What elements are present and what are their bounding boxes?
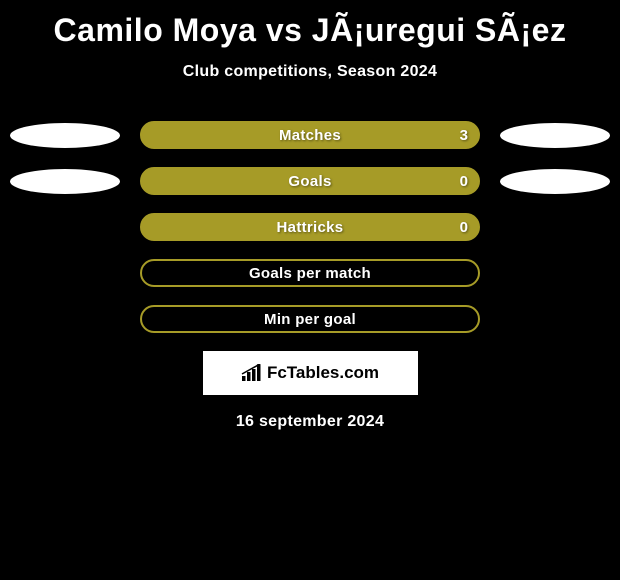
chart-icon <box>241 364 263 382</box>
stat-label: Goals <box>288 173 331 190</box>
logo-text: FcTables.com <box>267 363 379 383</box>
left-blob <box>10 123 120 148</box>
stat-label: Hattricks <box>277 219 344 236</box>
stat-bar: Hattricks 0 <box>140 213 480 241</box>
stat-bar: Min per goal <box>140 305 480 333</box>
logo-box: FcTables.com <box>203 351 418 395</box>
stat-bar: Goals 0 <box>140 167 480 195</box>
stat-row: Matches 3 <box>0 121 620 149</box>
stat-row: Hattricks 0 <box>0 213 620 241</box>
right-blob <box>500 123 610 148</box>
stat-row: Min per goal <box>0 305 620 333</box>
stat-rows: Matches 3 Goals 0 Hattricks 0 Goals per match M… <box>0 121 620 333</box>
subtitle: Club competitions, Season 2024 <box>0 63 620 81</box>
stat-label: Goals per match <box>249 265 371 282</box>
date-label: 16 september 2024 <box>0 413 620 431</box>
right-blob <box>500 169 610 194</box>
page-title: Camilo Moya vs JÃ¡uregui SÃ¡ez <box>0 0 620 49</box>
stat-label: Matches <box>279 127 341 144</box>
stat-value: 0 <box>460 219 468 236</box>
stat-bar: Matches 3 <box>140 121 480 149</box>
stat-row: Goals per match <box>0 259 620 287</box>
stat-row: Goals 0 <box>0 167 620 195</box>
stat-value: 0 <box>460 173 468 190</box>
stat-bar: Goals per match <box>140 259 480 287</box>
stat-label: Min per goal <box>264 311 356 328</box>
left-blob <box>10 169 120 194</box>
stat-value: 3 <box>460 127 468 144</box>
